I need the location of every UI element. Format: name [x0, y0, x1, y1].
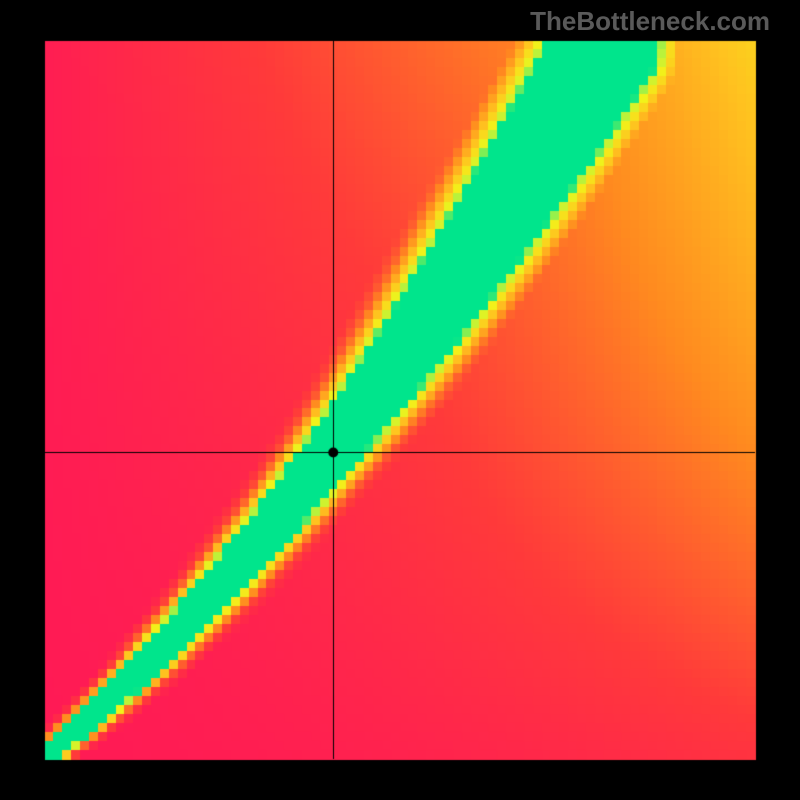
bottleneck-heatmap: [0, 0, 800, 800]
chart-container: TheBottleneck.com: [0, 0, 800, 800]
watermark-text: TheBottleneck.com: [530, 6, 770, 37]
